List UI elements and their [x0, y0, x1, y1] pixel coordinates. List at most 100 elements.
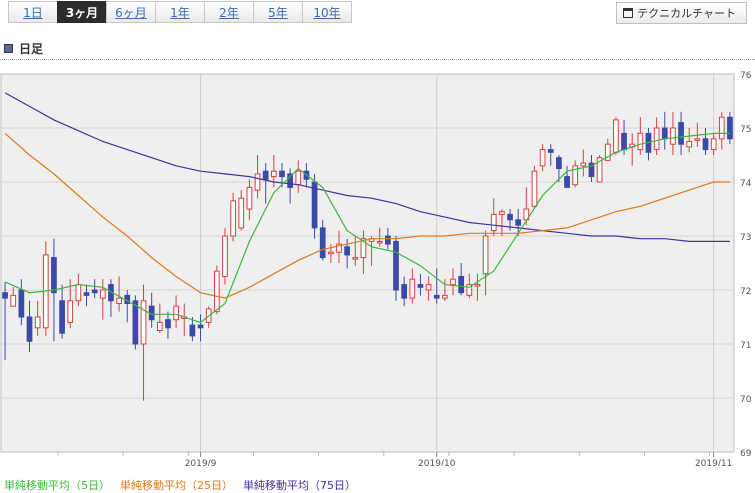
candle-body [393, 240, 399, 291]
y-tick-label: 75 [740, 125, 751, 135]
y-tick-label: 72 [740, 287, 751, 297]
x-tick-label: 2019/11 [695, 459, 732, 466]
candle-body [2, 292, 8, 299]
candle-body [132, 300, 139, 345]
plot-area [0, 73, 735, 453]
candle-body [515, 219, 522, 226]
candle-body [442, 294, 448, 299]
candle-body [287, 173, 293, 188]
section-header: 日足 [4, 40, 43, 57]
candle-body [686, 141, 693, 148]
candle-body [18, 289, 25, 318]
candle-body [499, 211, 505, 215]
candle-body [490, 213, 497, 232]
candle-body [466, 284, 473, 296]
candle-body [580, 162, 587, 167]
candle-body [661, 127, 668, 140]
candle-body [653, 127, 660, 151]
legend-ma75: 単純移動平均（75日） [243, 479, 356, 492]
candle-body [67, 300, 74, 323]
divider [0, 59, 755, 60]
window-icon [623, 8, 634, 18]
candle-body [637, 132, 644, 151]
technical-chart-button[interactable]: テクニカルチャート [616, 2, 747, 24]
candle-body [564, 176, 570, 188]
candle-body [474, 284, 481, 287]
candle-body [507, 213, 513, 221]
candle-body [678, 122, 684, 145]
candle-body [694, 138, 701, 141]
candle-body [197, 324, 204, 329]
candle-body [189, 324, 196, 337]
candle-body [344, 246, 351, 256]
y-tick-label: 69 [740, 449, 752, 459]
candle-body [556, 157, 562, 169]
candle-body [670, 127, 676, 145]
candle-body [295, 170, 302, 186]
ma75-line [4, 92, 730, 242]
candle-body [458, 276, 465, 294]
candle-body [621, 132, 627, 151]
candle-body [140, 300, 147, 345]
candle-body [613, 119, 619, 153]
x-tick-label: 2019/10 [418, 459, 456, 466]
candle-body [246, 186, 253, 210]
tab-10y[interactable]: 10年 [302, 1, 352, 23]
candle-body [376, 240, 383, 244]
candle-body [401, 284, 408, 299]
candle-body [83, 292, 90, 296]
square-icon [4, 44, 13, 53]
candle-body [384, 235, 391, 245]
tab-5y[interactable]: 5年 [253, 1, 303, 23]
candle-body [262, 170, 269, 180]
candle-body [572, 165, 579, 186]
candle-body [34, 316, 41, 329]
candle-body [702, 138, 709, 151]
candle-body [327, 251, 334, 255]
candle-body [727, 116, 733, 140]
candle-body [710, 138, 717, 151]
candle-body [433, 294, 440, 299]
candle-body [311, 181, 318, 229]
candle-body [417, 284, 424, 288]
candle-body [230, 200, 236, 237]
candle-body [173, 305, 179, 321]
candle-body [531, 170, 538, 207]
candle-body [596, 157, 603, 183]
tab-1y[interactable]: 1年 [155, 1, 205, 23]
candle-body [270, 170, 277, 178]
candle-body [604, 143, 611, 161]
candle-body [279, 170, 285, 178]
candle-body [222, 235, 228, 277]
candle-body [482, 235, 489, 275]
candle-body [91, 289, 98, 294]
tab-1d[interactable]: 1日 [8, 1, 58, 23]
candle-body [75, 284, 82, 302]
candle-body [360, 238, 367, 259]
candle-body [10, 294, 17, 307]
legend-ma25: 単純移動平均（25日） [120, 479, 233, 492]
y-tick-label: 71 [740, 341, 751, 351]
y-tick-label: 74 [740, 179, 752, 189]
candlestick-chart: 69 70 71 72 73 74 75 76 2019/9 2019/10 2019/11 [0, 71, 752, 466]
tab-2y[interactable]: 2年 [204, 1, 254, 23]
candle-body [116, 297, 122, 305]
candle-body [336, 243, 342, 253]
candle-body [539, 149, 546, 167]
ma5-line [4, 132, 730, 324]
candle-body [718, 116, 725, 140]
period-tabs: 1日 3ヶ月 6ヶ月 1年 2年 5年 10年 [8, 1, 352, 25]
candle-body [99, 289, 106, 299]
candle-body [409, 278, 416, 299]
tab-6m[interactable]: 6ヶ月 [106, 1, 156, 23]
candle-body [254, 173, 261, 191]
tab-3m[interactable]: 3ヶ月 [57, 1, 107, 23]
candle-body [51, 257, 57, 294]
ma25-line [4, 132, 730, 299]
chart-legend: 単純移動平均（5日） 単純移動平均（25日） 単純移動平均（75日） [4, 477, 356, 493]
y-tick-label: 70 [740, 395, 752, 405]
candle-body [165, 319, 171, 329]
candle-body [425, 284, 432, 291]
candle-body [238, 197, 245, 229]
candle-body [26, 316, 33, 342]
